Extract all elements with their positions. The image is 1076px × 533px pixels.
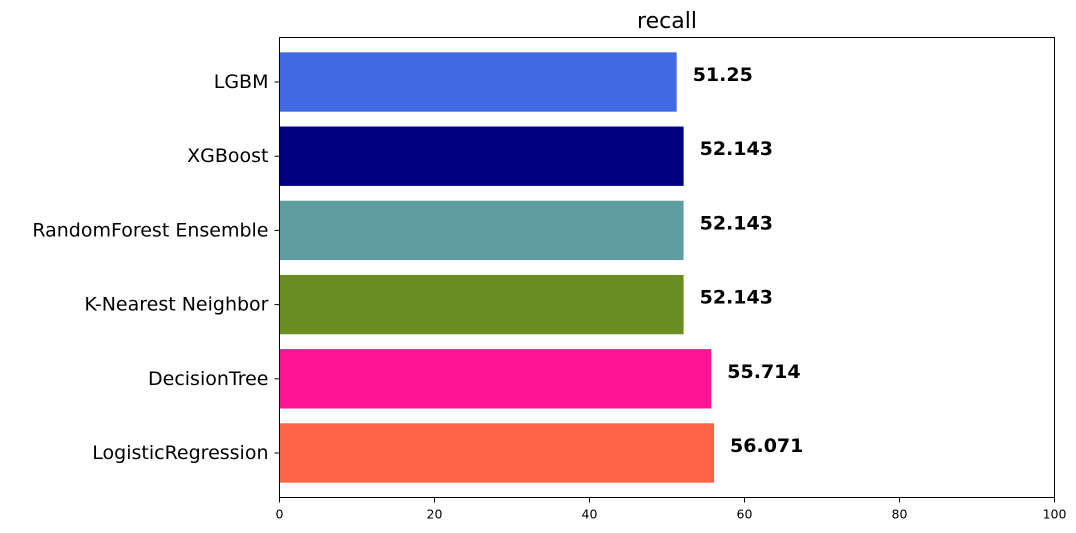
y-tick-label: LGBM bbox=[214, 71, 269, 93]
value-label: 52.143 bbox=[700, 212, 773, 234]
value-label: 52.143 bbox=[700, 138, 773, 160]
x-tick-label: 20 bbox=[427, 507, 443, 522]
plot-frame bbox=[279, 37, 1055, 498]
bar-lgbm bbox=[279, 52, 677, 112]
x-tick-label: 100 bbox=[1043, 507, 1067, 522]
bar-k-nearest-neighbor bbox=[279, 274, 684, 335]
value-label: 51.25 bbox=[693, 64, 753, 86]
y-tick-labels: LogisticRegression DecisionTree K-Nearest … bbox=[32, 71, 280, 464]
value-label: 55.714 bbox=[727, 361, 800, 383]
bars-group bbox=[279, 52, 715, 483]
y-tick-label: XGBoost bbox=[187, 145, 268, 167]
x-axis: 0 20 40 60 80 100 bbox=[276, 497, 1067, 522]
y-tick-label: K-Nearest Neighbor bbox=[84, 294, 268, 316]
value-label: 52.143 bbox=[700, 287, 773, 309]
bar-randomforest-ensemble bbox=[279, 200, 684, 261]
x-tick-label: 40 bbox=[582, 507, 598, 522]
bar-xgboost bbox=[279, 126, 684, 186]
value-label: 56.071 bbox=[730, 435, 803, 457]
value-labels: 56.071 55.714 52.143 52.143 52.143 51.25 bbox=[693, 64, 804, 457]
x-tick-label: 80 bbox=[892, 507, 908, 522]
chart-title: recall bbox=[637, 9, 697, 34]
y-tick-label: DecisionTree bbox=[148, 368, 268, 390]
bar-decisiontree bbox=[279, 349, 712, 409]
x-tick-label: 0 bbox=[276, 507, 284, 522]
y-tick-label: RandomForest Ensemble bbox=[32, 219, 268, 241]
bar-logisticregression bbox=[279, 423, 715, 483]
x-tick-label: 60 bbox=[737, 507, 753, 522]
y-tick-label: LogisticRegression bbox=[92, 442, 268, 464]
